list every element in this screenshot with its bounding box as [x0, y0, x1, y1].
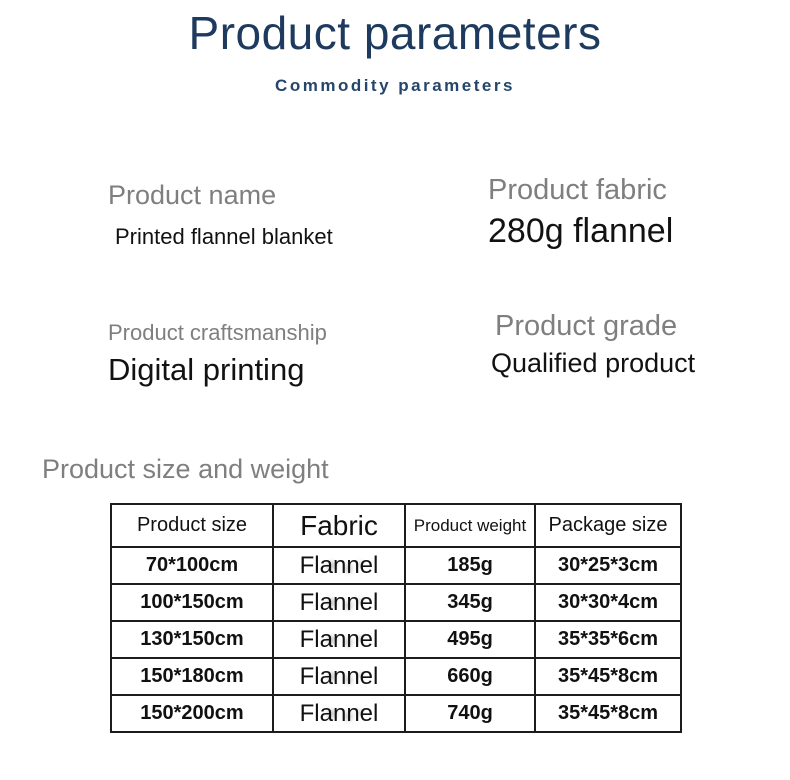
table-row: 150*180cm Flannel 660g 35*45*8cm: [110, 657, 682, 696]
cell-product-weight: 495g: [404, 620, 536, 659]
product-fabric-label: Product fabric: [488, 174, 667, 206]
size-weight-table: Product size Fabric Product weight Packa…: [110, 503, 682, 733]
cell-product-size: 150*200cm: [110, 694, 274, 733]
product-fabric-value: 280g flannel: [488, 212, 674, 250]
page-title: Product parameters: [188, 7, 602, 59]
table-header-row: Product size Fabric Product weight Packa…: [110, 503, 682, 548]
cell-fabric: Flannel: [272, 546, 406, 585]
table-row: 150*200cm Flannel 740g 35*45*8cm: [110, 694, 682, 733]
product-craftsmanship-label: Product craftsmanship: [108, 320, 327, 345]
cell-product-size: 130*150cm: [110, 620, 274, 659]
cell-fabric: Flannel: [272, 657, 406, 696]
table-row: 70*100cm Flannel 185g 30*25*3cm: [110, 546, 682, 585]
cell-package-size: 35*35*6cm: [534, 620, 682, 659]
header-fabric: Fabric: [272, 503, 406, 548]
product-grade-value: Qualified product: [491, 348, 696, 378]
cell-fabric: Flannel: [272, 620, 406, 659]
cell-package-size: 35*45*8cm: [534, 694, 682, 733]
product-grade-label: Product grade: [495, 310, 678, 342]
cell-product-weight: 185g: [404, 546, 536, 585]
header-package-size: Package size: [534, 503, 682, 548]
cell-product-size: 100*150cm: [110, 583, 274, 622]
size-weight-section-heading: Product size and weight: [42, 454, 329, 484]
cell-package-size: 30*30*4cm: [534, 583, 682, 622]
cell-fabric: Flannel: [272, 583, 406, 622]
cell-product-weight: 345g: [404, 583, 536, 622]
product-name-label: Product name: [108, 180, 277, 210]
table-row: 100*150cm Flannel 345g 30*30*4cm: [110, 583, 682, 622]
page-subtitle: Commodity parameters: [275, 76, 515, 95]
cell-fabric: Flannel: [272, 694, 406, 733]
cell-product-weight: 660g: [404, 657, 536, 696]
product-craftsmanship-value: Digital printing: [108, 352, 305, 387]
cell-package-size: 35*45*8cm: [534, 657, 682, 696]
product-name-value: Printed flannel blanket: [115, 224, 333, 249]
cell-product-size: 70*100cm: [110, 546, 274, 585]
header-product-weight: Product weight: [404, 503, 536, 548]
cell-product-weight: 740g: [404, 694, 536, 733]
cell-package-size: 30*25*3cm: [534, 546, 682, 585]
table-row: 130*150cm Flannel 495g 35*35*6cm: [110, 620, 682, 659]
header-product-size: Product size: [110, 503, 274, 548]
cell-product-size: 150*180cm: [110, 657, 274, 696]
